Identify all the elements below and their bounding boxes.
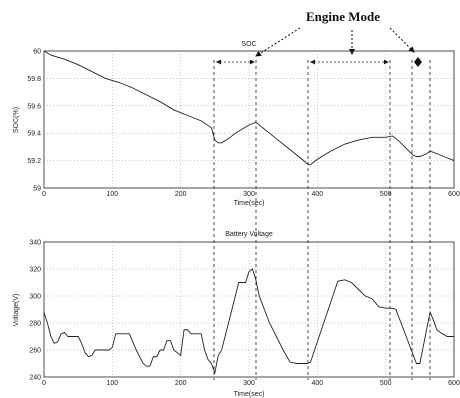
soc-series-line [43,50,455,166]
voltage-chart: 0 100 200 300 400 500 600 240 260 280 300 320 340 Ba… [13,231,460,398]
soc-x-tick-label: 400 [311,191,323,198]
voltage-y-tick-label: 260 [29,348,41,355]
soc-x-tick-label: 300 [243,191,255,198]
span-arrowhead-left [310,59,315,65]
voltage-x-tick-label: 500 [380,380,392,387]
voltage-x-tick-label: 200 [175,380,187,387]
voltage-y-tick-label: 240 [29,375,41,382]
soc-y-tick-label: 59 [33,186,41,193]
voltage-y-tick-label: 320 [29,267,41,274]
voltage-x-tick-label: 100 [106,380,118,387]
soc-x-tick-label: 100 [106,191,118,198]
engine-mode-pointer-arrow [255,27,301,57]
soc-grid [44,51,454,188]
soc-y-tick-label: 59.6 [27,103,41,110]
soc-chart: 0 100 200 300 400 500 6005959.259.459.659.860 … [13,41,460,207]
soc-x-tick-label: 200 [175,191,187,198]
voltage-y-tick-label: 300 [29,294,41,301]
voltage-chart-title: Battery Voltage [225,231,273,238]
soc-x-tick-label: 500 [380,191,392,198]
soc-y-tick-label: 59.2 [27,158,41,165]
soc-y-axis-label: SOC(%) [13,107,20,133]
voltage-y-tick-label: 340 [29,240,41,247]
soc-y-tick-label: 59.8 [27,76,41,83]
mode-span-arrows [216,57,422,67]
soc-x-tick-label: 600 [448,191,460,198]
voltage-x-tick-label: 0 [42,380,46,387]
soc-x-tick-label: 0 [42,191,46,198]
soc-chart-title: SOC [241,41,256,48]
engine-mode-pointer-arrow [389,27,415,53]
voltage-x-tick-label: 600 [448,380,460,387]
voltage-grid [44,242,454,377]
voltage-y-tick-label: 280 [29,321,41,328]
soc-plot-frame [43,50,455,189]
voltage-x-tick-label: 300 [243,380,255,387]
engine-mode-annotation: Engine Mode [306,9,380,24]
soc-tick-labels: 0 100 200 300 400 500 600 59 59.2 59.4 59.6 59.8 60 [27,49,460,199]
voltage-x-axis-label: Time(sec) [234,391,265,398]
voltage-series-line [43,268,454,375]
span-arrowhead-left [216,59,221,65]
voltage-y-axis-label: Voltage(V) [13,294,20,327]
engine-mode-arrows [255,27,415,57]
mode-diamond-marker [414,57,422,67]
voltage-tick-labels: 0 100 200 300 400 500 600 240 260 280 300 320 340 [29,240,460,388]
soc-y-tick-label: 60 [33,49,41,56]
voltage-x-tick-label: 400 [311,380,323,387]
mode-boundary-lines [213,60,431,380]
soc-y-tick-label: 59.4 [27,131,41,138]
soc-x-axis-label: Time(sec) [234,200,265,207]
